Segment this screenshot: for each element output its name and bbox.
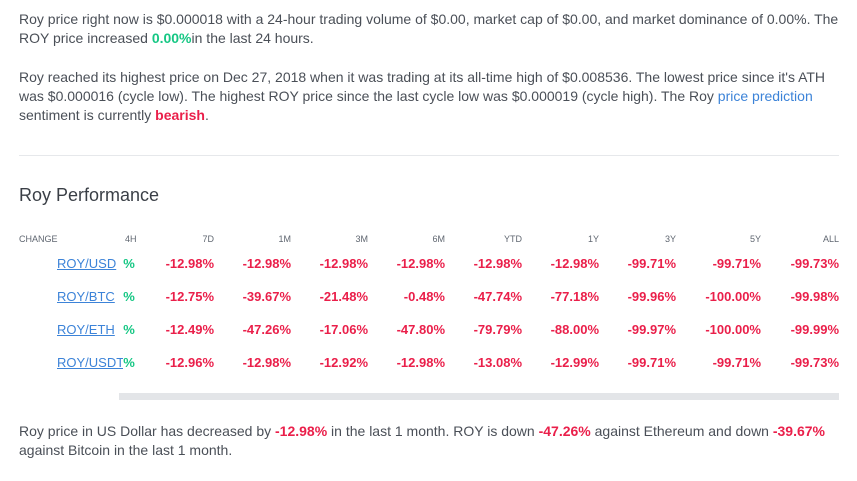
header-3m: 3M [355, 234, 368, 244]
change-1y: -12.98% [550, 256, 599, 271]
change-3m: -12.92% [319, 355, 368, 370]
change-ytd: -12.98% [473, 256, 522, 271]
change-6m: -47.80% [396, 322, 445, 337]
change-1y: -77.18% [550, 289, 599, 304]
summary-text-a: Roy price in US Dollar has decreased by [19, 423, 276, 439]
change-ytd: -47.74% [473, 289, 522, 304]
change-3y: -99.71% [627, 355, 676, 370]
header-change: CHANGE [19, 234, 58, 244]
change-4h-clipped: 1% [123, 355, 135, 370]
change-3y: -99.97% [627, 322, 676, 337]
change-7d: -12.49% [165, 322, 214, 337]
header-ytd: YTD [504, 234, 522, 244]
change-7d: -12.96% [165, 355, 214, 370]
pair-link-roy-btc[interactable]: ROY/BTC [57, 289, 115, 304]
change-3m: -12.98% [319, 256, 368, 271]
change-3y: -99.71% [627, 256, 676, 271]
change-7d: -12.98% [165, 256, 214, 271]
change-1y: -88.00% [550, 322, 599, 337]
change-all: -99.73% [790, 355, 839, 370]
change-5y: -100.00% [705, 322, 761, 337]
price-summary-paragraph: Roy price right now is $0.000018 with a … [19, 10, 841, 48]
usd-1m-change: -12.98% [275, 423, 328, 439]
header-3y: 3Y [664, 234, 676, 244]
header-all: ALL [822, 234, 839, 244]
table-row: ROY/USDT 1% -12.96% -12.98% -12.92% -12.… [19, 347, 839, 380]
ath-summary-end: . [204, 107, 209, 123]
header-4h: 4H [125, 234, 137, 244]
change-4h-clipped: 0% [123, 256, 135, 271]
ath-summary-paragraph: Roy reached its highest price on Dec 27,… [19, 68, 841, 125]
pair-link-clip: ROY/USDT [57, 355, 123, 370]
change-all: -99.99% [790, 322, 839, 337]
header-7d: 7D [202, 234, 214, 244]
header-1m: 1M [278, 234, 291, 244]
header-6m: 6M [432, 234, 445, 244]
change-6m: -12.98% [396, 355, 445, 370]
change-4h-clipped: 0% [123, 322, 135, 337]
change-5y: -99.71% [712, 256, 761, 271]
pair-link-roy-eth[interactable]: ROY/ETH [57, 322, 115, 337]
header-5y: 5Y [749, 234, 761, 244]
change-5y: -100.00% [705, 289, 761, 304]
pair-link-roy-usd[interactable]: ROY/USD [57, 256, 117, 271]
price-summary-tail: in the last 24 hours. [191, 30, 314, 46]
performance-summary-paragraph: Roy price in US Dollar has decreased by … [19, 422, 841, 460]
change-5y: -99.71% [712, 355, 761, 370]
change-1m: -39.67% [242, 289, 291, 304]
sentiment-value: bearish [155, 107, 205, 123]
change-1m: -47.26% [242, 322, 291, 337]
performance-table-header: CHANGE 4H 7D 1M 3M 6M YTD 1Y 3Y 5Y ALL [19, 230, 839, 248]
change-3m: -21.48% [319, 289, 368, 304]
summary-text-c: against Ethereum and down [590, 423, 773, 439]
table-row: ROY/ETH 0% -12.49% -47.26% -17.06% -47.8… [19, 314, 839, 347]
24h-change-value: 0.00% [151, 30, 192, 46]
pair-link-roy-usdt[interactable]: ROY/USDT [57, 355, 123, 370]
table-row: ROY/USD 0% -12.98% -12.98% -12.98% -12.9… [19, 248, 839, 281]
change-ytd: -13.08% [473, 355, 522, 370]
change-3m: -17.06% [319, 322, 368, 337]
ath-summary-text: Roy reached its highest price on Dec 27,… [19, 69, 826, 104]
btc-1m-change: -39.67% [772, 423, 826, 439]
table-row: ROY/BTC 0% -12.75% -39.67% -21.48% -0.48… [19, 281, 839, 314]
performance-table: CHANGE 4H 7D 1M 3M 6M YTD 1Y 3Y 5Y ALL R… [19, 230, 839, 380]
horizontal-scrollbar[interactable] [119, 393, 839, 400]
eth-1m-change: -47.26% [538, 423, 591, 439]
price-prediction-link[interactable]: price prediction [717, 88, 813, 104]
section-divider [19, 155, 839, 156]
header-1y: 1Y [587, 234, 599, 244]
change-1y: -12.99% [550, 355, 599, 370]
change-ytd: -79.79% [473, 322, 522, 337]
change-all: -99.98% [790, 289, 839, 304]
summary-text-d: against Bitcoin in the last 1 month. [19, 442, 233, 458]
change-all: -99.73% [790, 256, 839, 271]
summary-text-b: in the last 1 month. ROY is down [327, 423, 539, 439]
change-3y: -99.96% [627, 289, 676, 304]
change-6m: -0.48% [403, 289, 445, 304]
performance-title: Roy Performance [19, 185, 160, 205]
sentiment-text: sentiment is currently [19, 107, 156, 123]
change-1m: -12.98% [242, 355, 291, 370]
change-1m: -12.98% [242, 256, 291, 271]
change-6m: -12.98% [396, 256, 445, 271]
change-7d: -12.75% [165, 289, 214, 304]
price-summary-text: Roy price right now is $0.000018 with a … [19, 11, 839, 46]
change-4h-clipped: 0% [123, 289, 135, 304]
